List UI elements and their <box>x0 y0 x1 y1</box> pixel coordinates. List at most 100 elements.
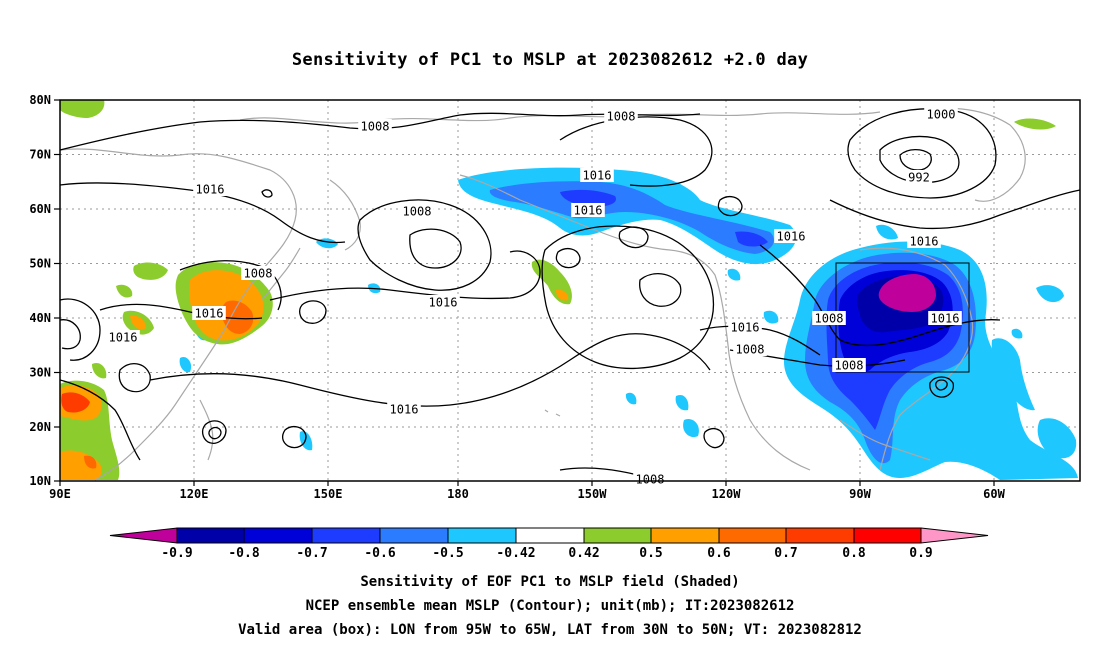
isobar-mid-pacific-ring <box>281 425 307 449</box>
shade-alaska-dark <box>560 189 768 247</box>
isobar-west-low-1 <box>59 298 101 361</box>
shade-topright-green <box>1014 118 1056 130</box>
shade-india-red-2 <box>84 455 97 469</box>
colorbar-segment <box>718 527 787 544</box>
contour-label: 1008 <box>607 110 636 124</box>
colorbar-segment <box>109 527 178 544</box>
lon-label: 150E <box>314 487 343 501</box>
isobar-gulf-ring <box>703 427 725 449</box>
lat-label: 20N <box>29 420 51 434</box>
contour-label: 1016 <box>195 307 224 321</box>
isobar-1016-mid <box>269 250 541 301</box>
colorbar-segment <box>853 527 922 544</box>
contour-label-bg <box>426 295 460 309</box>
contour-label-bg <box>728 320 762 334</box>
contour-label: 1016 <box>910 235 939 249</box>
isobar-india <box>59 379 141 461</box>
colorbar-tick-label: 0.6 <box>707 546 731 561</box>
contour-label-bg <box>571 203 605 217</box>
lon-label: 90E <box>49 487 71 501</box>
coast-gulf <box>839 419 931 461</box>
isobar-kamchatka-ring <box>299 300 327 324</box>
contour-label-bg <box>192 306 226 320</box>
lat-label: 30N <box>29 366 51 380</box>
lat-label: 60N <box>29 202 51 216</box>
shade-blob-15 <box>876 224 898 240</box>
shade-topleft-green <box>60 100 105 118</box>
coast-arctic <box>239 111 881 124</box>
contour-label: 1008 <box>815 312 844 326</box>
colorbar-segment <box>176 527 245 544</box>
colorbar-tick-label: -0.7 <box>296 546 327 561</box>
lon-label: 60W <box>983 487 1005 501</box>
colorbar-segment <box>920 527 989 544</box>
lat-label: 50N <box>29 257 51 271</box>
colorbar-tick-label: -0.8 <box>228 546 259 561</box>
colorbar-segment <box>243 527 313 544</box>
colorbar-segment <box>515 527 585 544</box>
contour-label: 1008 <box>636 473 665 487</box>
colorbar-segment <box>650 527 720 544</box>
colorbar <box>109 527 989 544</box>
lat-label: 40N <box>29 311 51 325</box>
latitude-labels: 80N 70N 60N 50N 40N 30N 20N 10N <box>29 93 60 488</box>
isobar-taiwan-ring-1 <box>201 420 227 444</box>
contour-label: 1008 <box>244 267 273 281</box>
colorbar-segment <box>583 527 652 544</box>
contour-label: 1008 <box>403 205 432 219</box>
coast-japan <box>261 247 301 301</box>
contour-label-bg <box>106 330 140 344</box>
shade-asia-green-3 <box>116 284 133 298</box>
shade-asia-orange-2 <box>130 315 146 330</box>
isobar-1008-asia <box>99 303 263 320</box>
shade-blob-14 <box>763 310 779 324</box>
colorbar-tick-label: 0.42 <box>568 546 599 561</box>
contour-label-bg <box>604 109 638 123</box>
colorbar-tick-label: -0.5 <box>432 546 463 561</box>
isobar-small-west <box>261 189 273 198</box>
colorbar-tick-label: 0.9 <box>909 546 932 561</box>
colorbar-tick-label: -0.6 <box>364 546 395 561</box>
isobar-1016-northwest <box>59 182 346 244</box>
contour-label-bg <box>633 472 667 486</box>
isobar-1008-greenland <box>829 189 1081 230</box>
isobar-china-low <box>118 363 151 393</box>
map-title: Sensitivity of PC1 to MSLP at 2023082612… <box>291 50 809 70</box>
contour-label: 1016 <box>777 230 806 244</box>
lat-label: 70N <box>29 148 51 162</box>
isobar-taiwan-ring-2 <box>208 426 222 440</box>
contour-label-bg <box>832 358 866 372</box>
lon-label: 150W <box>578 487 608 501</box>
isobar-small-aleutian-east <box>555 247 581 269</box>
contour-label-bg <box>928 311 962 325</box>
isobar-pacific-high-inner <box>639 273 682 307</box>
contour-label: 1016 <box>109 331 138 345</box>
shade-blob-13 <box>727 268 741 281</box>
longitude-labels: 90E 120E 150E 180 150W 120W 90W 60W <box>49 481 1006 501</box>
coast-alaska <box>459 174 811 471</box>
shade-vietnam-green <box>92 362 107 379</box>
isobar-992-inner <box>899 148 932 171</box>
contour-label-bg <box>905 170 933 184</box>
colorbar-tick-label: 0.5 <box>639 546 662 561</box>
isobar-hurricane-1 <box>929 376 954 398</box>
contour-label: 1016 <box>574 204 603 218</box>
shade-blob-11 <box>179 356 192 373</box>
caption-contour: NCEP ensemble mean MSLP (Contour); unit(… <box>305 598 795 614</box>
isobar-west-low-2 <box>59 319 81 350</box>
isobar-hurricane-2 <box>935 379 948 391</box>
contour-label: 1016 <box>196 183 225 197</box>
isobar-small-na <box>717 195 743 217</box>
contour-label: 992 <box>908 171 930 185</box>
lat-label: 10N <box>29 474 51 488</box>
contour-label: 1008 <box>361 120 390 134</box>
contour-label: 1016 <box>583 169 612 183</box>
isobar-1000-ring <box>847 108 997 199</box>
shade-blob-7 <box>991 338 1035 411</box>
isobar-1008-aleutian <box>357 199 492 291</box>
contour-label-bg <box>812 311 846 325</box>
shade-asia-darkorange <box>221 300 254 334</box>
shade-alaska-orange <box>556 289 569 301</box>
isobar-992-ring <box>879 135 960 184</box>
